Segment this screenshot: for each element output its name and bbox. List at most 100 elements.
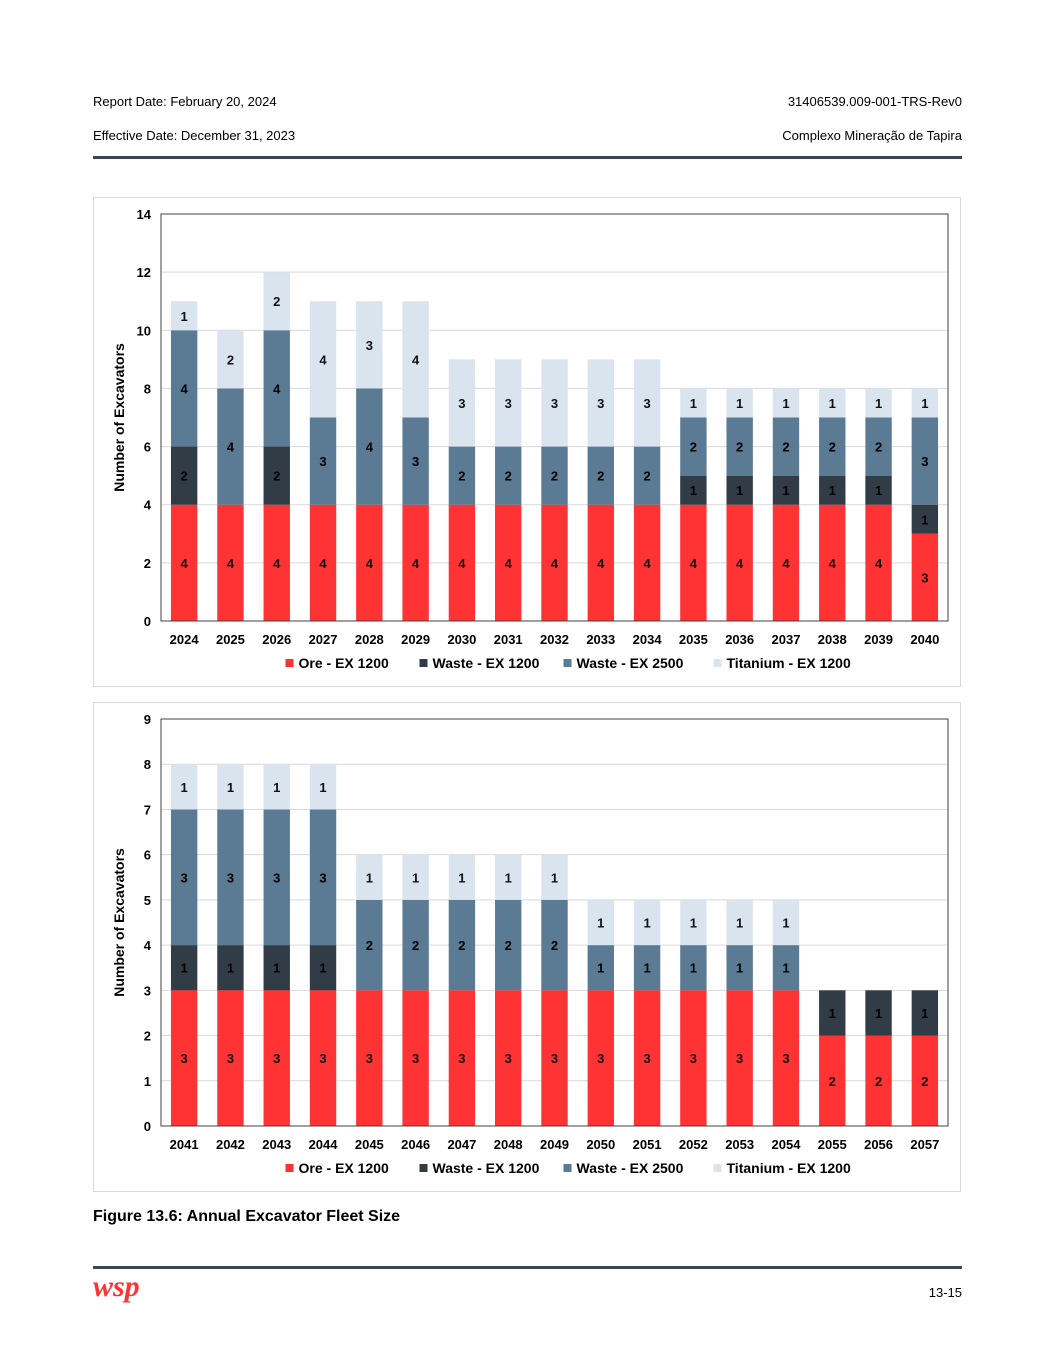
data-label: 3 <box>181 870 188 885</box>
bar-segment-ore <box>541 990 568 1126</box>
data-label: 3 <box>319 454 326 469</box>
bar-segment-waste1200 <box>309 945 337 991</box>
bar-segment-ore <box>309 504 337 621</box>
bar-segment-ore <box>495 990 522 1126</box>
legend-label: Titanium - EX 1200 <box>727 655 851 671</box>
bar-segment-waste2500 <box>263 330 290 447</box>
legend-label: Ore - EX 1200 <box>299 1160 389 1176</box>
bar-segment-titanium <box>772 388 800 418</box>
data-label: 1 <box>597 916 604 931</box>
data-label: 1 <box>181 961 188 976</box>
wsp-logo: wsp <box>93 1270 157 1313</box>
bar-segment-waste2500 <box>170 809 198 946</box>
data-label: 3 <box>736 1051 743 1066</box>
legend-swatch <box>285 659 294 667</box>
bar-segment-ore <box>680 990 707 1126</box>
bar-segment-waste2500 <box>356 899 383 991</box>
bar-segment-ore <box>819 1035 846 1126</box>
data-label: 2 <box>505 938 512 953</box>
data-label: 2 <box>597 469 604 484</box>
bar-segment-ore <box>633 504 661 621</box>
bar-segment-titanium <box>819 388 846 418</box>
data-label: 1 <box>829 396 836 411</box>
data-label: 2 <box>505 469 512 484</box>
data-label: 4 <box>366 556 374 571</box>
bar-segment-ore <box>633 990 661 1126</box>
bar-segment-ore <box>819 504 846 621</box>
y-tick-label: 1 <box>144 1074 151 1089</box>
data-label: 3 <box>319 870 326 885</box>
bar-segment-titanium <box>356 301 383 389</box>
bar-segment-waste2500 <box>217 388 244 505</box>
data-label: 2 <box>458 938 465 953</box>
data-label: 1 <box>829 483 836 498</box>
bar-segment-titanium <box>495 854 522 900</box>
data-label: 3 <box>273 1051 280 1066</box>
data-label: 4 <box>273 556 281 571</box>
x-tick-label: 2042 <box>216 1137 245 1152</box>
bar-segment-titanium <box>448 854 476 900</box>
y-tick-label: 10 <box>137 323 151 338</box>
wsp-logo-icon: wsp <box>93 1270 140 1303</box>
legend-swatch <box>713 659 722 667</box>
bar-segment-ore <box>170 990 198 1126</box>
data-label: 2 <box>227 352 234 367</box>
y-tick-label: 5 <box>144 893 151 908</box>
data-label: 2 <box>921 1074 928 1089</box>
x-tick-label: 2045 <box>355 1137 384 1152</box>
bar-segment-titanium <box>263 272 290 331</box>
data-label: 3 <box>597 396 604 411</box>
data-label: 1 <box>690 483 697 498</box>
bar-segment-ore <box>587 504 614 621</box>
data-label: 1 <box>921 396 928 411</box>
data-label: 2 <box>782 440 789 455</box>
data-label: 1 <box>690 961 697 976</box>
x-tick-label: 2054 <box>772 1137 802 1152</box>
data-label: 1 <box>366 870 373 885</box>
y-tick-label: 4 <box>144 498 152 513</box>
bar-segment-titanium <box>309 301 337 418</box>
data-label: 2 <box>551 469 558 484</box>
x-tick-label: 2044 <box>309 1137 339 1152</box>
legend-swatch <box>713 1164 722 1172</box>
bar-segment-waste1200 <box>263 945 290 991</box>
x-tick-label: 2024 <box>170 632 200 647</box>
y-tick-label: 12 <box>137 265 151 280</box>
data-label: 1 <box>181 780 188 795</box>
bar-segment-waste1200 <box>772 475 800 505</box>
data-label: 1 <box>875 483 882 498</box>
bar-segment-titanium <box>263 764 290 810</box>
bar-segment-waste2500 <box>587 945 614 991</box>
legend-label: Waste - EX 2500 <box>577 1160 684 1176</box>
report-id: 31406539.009-001-TRS-Rev0 <box>787 94 962 109</box>
x-tick-label: 2046 <box>401 1137 430 1152</box>
bar-segment-ore <box>402 990 429 1126</box>
y-tick-label: 4 <box>144 938 152 953</box>
bar-segment-waste2500 <box>495 446 522 505</box>
bar-segment-titanium <box>217 330 244 389</box>
y-axis-label: Number of Excavators <box>111 848 127 997</box>
data-label: 4 <box>366 440 374 455</box>
bar-segment-waste2500 <box>541 446 568 505</box>
bar-segment-titanium <box>448 359 476 447</box>
data-label: 4 <box>458 556 466 571</box>
legend-swatch <box>419 1164 428 1172</box>
data-label: 3 <box>412 454 419 469</box>
legend-entry: Titanium - EX 1200 <box>713 655 851 671</box>
y-tick-label: 9 <box>144 712 151 727</box>
data-label: 1 <box>227 780 234 795</box>
bar-segment-titanium <box>170 764 198 810</box>
data-label: 1 <box>181 309 188 324</box>
data-label: 3 <box>643 1051 650 1066</box>
report-date: Report Date: February 20, 2024 <box>93 94 277 109</box>
legend-label: Waste - EX 1200 <box>433 1160 540 1176</box>
bar-segment-waste2500 <box>680 417 707 476</box>
bar-segment-titanium <box>911 388 939 418</box>
data-label: 4 <box>551 556 559 571</box>
data-label: 3 <box>458 1051 465 1066</box>
bar-segment-titanium <box>726 388 753 418</box>
bar-segment-waste2500 <box>402 899 429 991</box>
data-label: 1 <box>921 512 928 527</box>
bar-segment-titanium <box>726 899 753 946</box>
bar-segment-waste1200 <box>263 446 290 505</box>
